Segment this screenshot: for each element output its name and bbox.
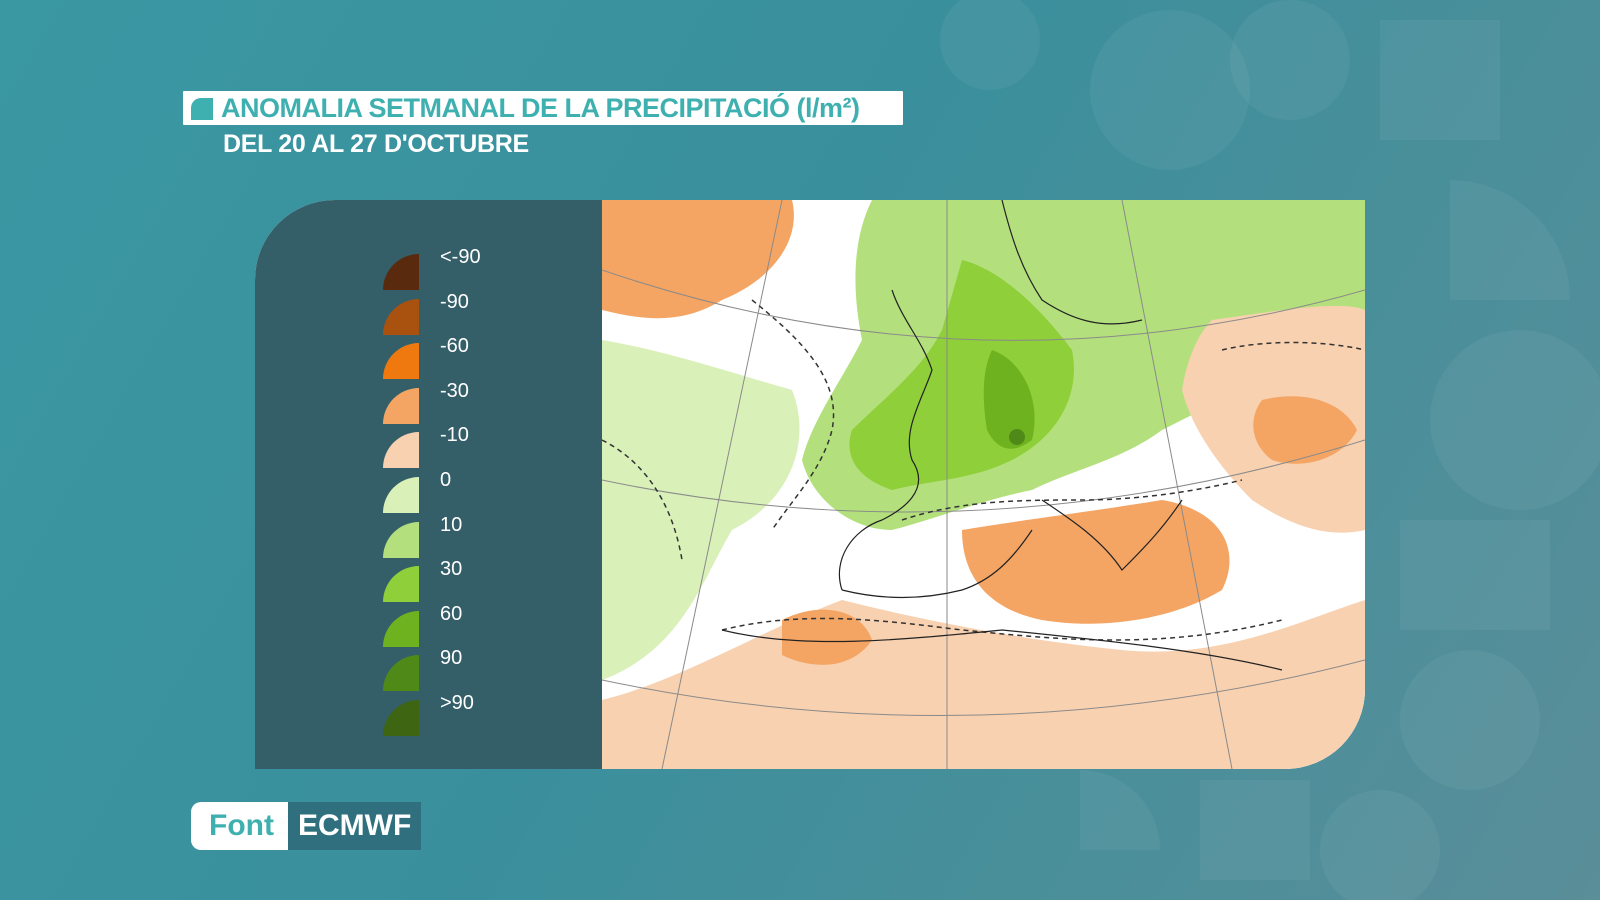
page-title: ANOMALIA SETMANAL DE LA PRECIPITACIÓ (l/… bbox=[221, 93, 860, 123]
anomaly-area bbox=[602, 340, 800, 680]
legend-swatch bbox=[383, 477, 419, 513]
title-banner: ANOMALIA SETMANAL DE LA PRECIPITACIÓ (l/… bbox=[183, 91, 903, 125]
precipitation-anomaly-map bbox=[602, 200, 1365, 769]
legend-label: >90 bbox=[440, 692, 474, 714]
anomaly-area bbox=[602, 200, 794, 319]
source-name: ECMWF bbox=[287, 802, 422, 850]
legend-label: -10 bbox=[440, 424, 469, 447]
legend-label: -60 bbox=[440, 335, 469, 358]
legend-label: -90 bbox=[440, 290, 469, 313]
anomaly-area bbox=[782, 609, 872, 665]
legend-label: <-90 bbox=[440, 246, 481, 268]
legend-swatch bbox=[383, 298, 419, 335]
legend-label: 0 bbox=[440, 469, 452, 491]
anomaly-area bbox=[1253, 396, 1357, 464]
legend-label: -30 bbox=[440, 379, 469, 402]
legend-swatch bbox=[383, 387, 419, 424]
legend-label: 90 bbox=[440, 647, 463, 670]
legend-swatch bbox=[383, 610, 419, 647]
legend-swatch bbox=[383, 432, 419, 469]
source-prefix: Font bbox=[191, 802, 288, 850]
quarter-circle-icon bbox=[191, 98, 213, 120]
legend-swatch bbox=[383, 254, 419, 290]
anomaly-area bbox=[983, 350, 1035, 449]
legend: <-90 -90 -60 -30 -10 0 10 30 60 90 >90 bbox=[255, 200, 602, 769]
legend-label: 60 bbox=[440, 602, 463, 625]
anomaly-area bbox=[1009, 429, 1025, 445]
legend-swatch bbox=[383, 521, 419, 558]
map-panel: <-90 -90 -60 -30 -10 0 10 30 60 90 >90 bbox=[255, 200, 1365, 769]
source-badge: Font ECMWF bbox=[191, 802, 422, 850]
legend-swatch bbox=[383, 566, 419, 603]
legend-label: 10 bbox=[440, 513, 463, 536]
date-range-subtitle: DEL 20 AL 27 D'OCTUBRE bbox=[223, 130, 529, 158]
legend-swatch bbox=[383, 700, 419, 736]
legend-swatch bbox=[383, 655, 419, 692]
legend-label: 30 bbox=[440, 558, 463, 581]
legend-swatch bbox=[383, 343, 419, 380]
anomaly-area bbox=[962, 500, 1230, 624]
